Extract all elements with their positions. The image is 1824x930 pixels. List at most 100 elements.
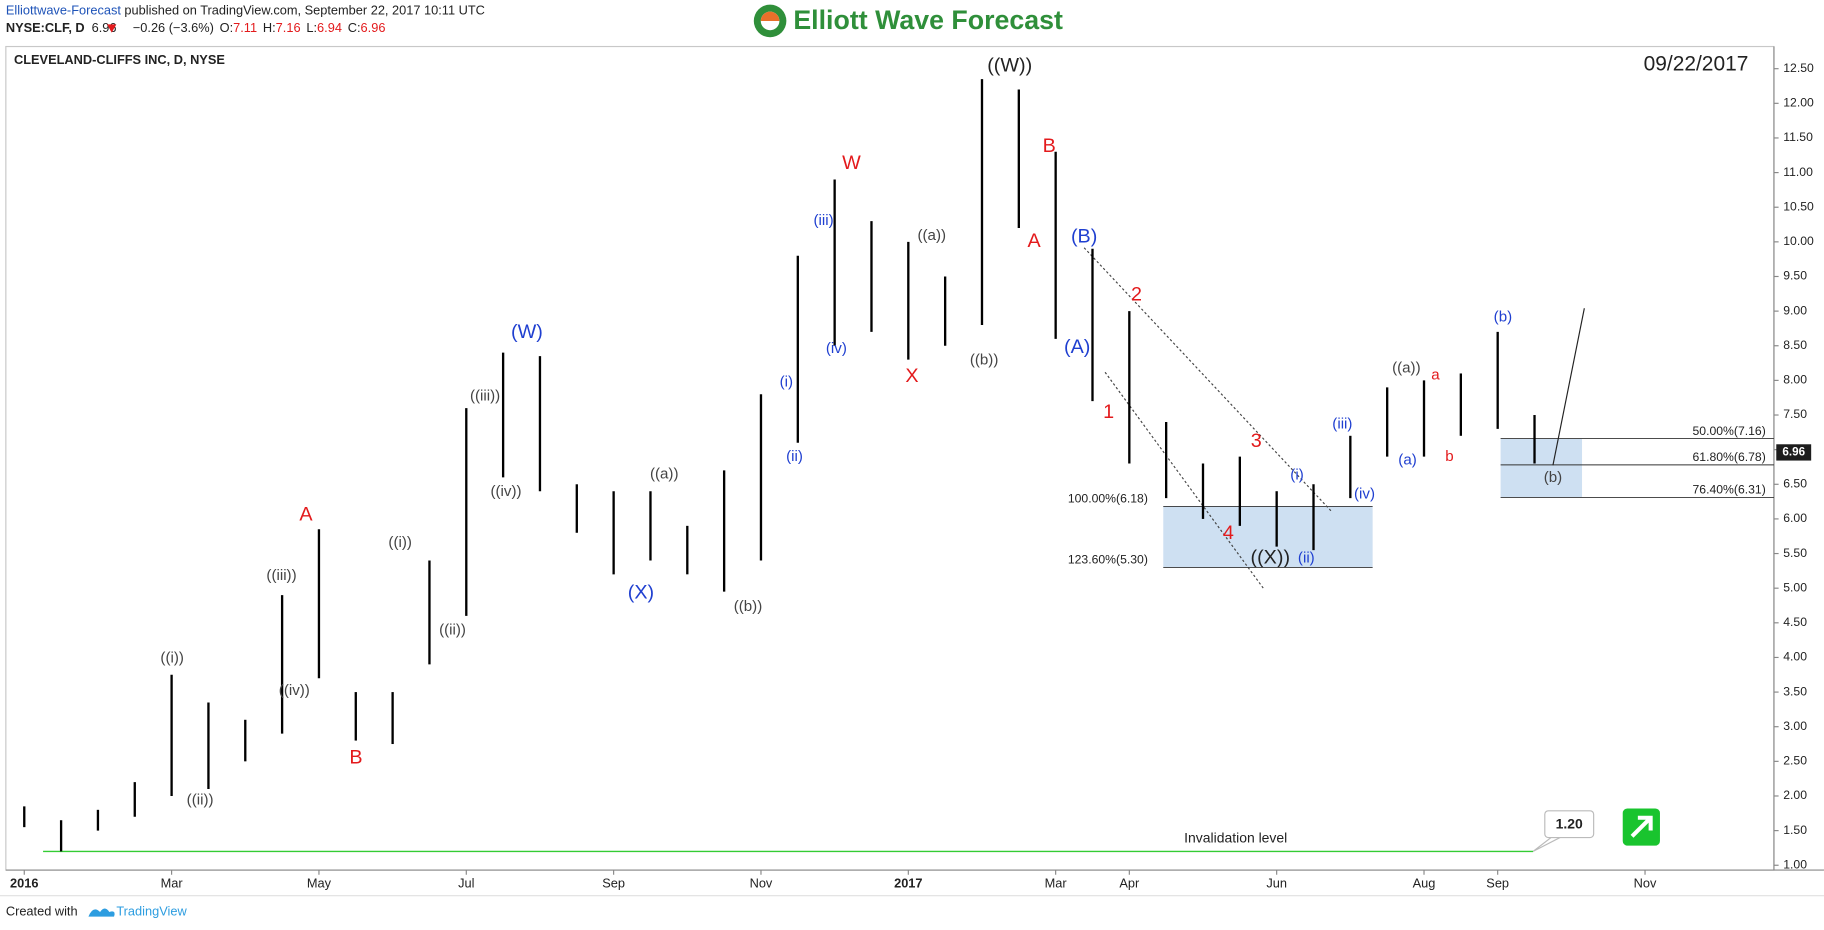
fib-label: 76.40%(6.31) <box>1693 483 1766 497</box>
fib-label: 123.60%(5.30) <box>1068 553 1148 567</box>
x-tick-label: Sep <box>1486 875 1509 890</box>
wave-label: ((W)) <box>987 55 1032 77</box>
wave-label: (iv) <box>1354 485 1375 502</box>
invalidation-label: Invalidation level <box>1184 829 1287 845</box>
y-tick-label: 7.50 <box>1783 407 1807 421</box>
y-tick-label: 12.50 <box>1783 61 1814 75</box>
header-line: Elliottwave-Forecast published on Trading… <box>6 3 485 18</box>
quote-key: H: <box>263 20 276 35</box>
y-tick-label: 12.00 <box>1783 96 1814 110</box>
y-tick-label: 4.00 <box>1783 650 1807 664</box>
tv-logo <box>88 908 115 917</box>
wave-label: (iii) <box>814 212 834 229</box>
wave-label: b <box>1445 448 1453 465</box>
chart-title: CLEVELAND-CLIFFS INC, D, NYSE <box>14 52 225 67</box>
channel-line <box>1104 371 1265 591</box>
wave-label: ((iii)) <box>266 567 296 584</box>
wave-label: A <box>299 504 313 526</box>
wave-label: ((b)) <box>970 352 999 369</box>
y-tick-label: 6.50 <box>1783 477 1807 491</box>
x-tick-label: Jun <box>1266 875 1287 890</box>
wave-label: ((ii)) <box>187 791 214 808</box>
y-tick-label: 3.50 <box>1783 684 1807 698</box>
y-tick-label: 1.00 <box>1783 857 1807 871</box>
wave-label: ((a)) <box>918 227 947 244</box>
y-tick-label: 10.00 <box>1783 234 1814 248</box>
wave-label: (B) <box>1071 226 1097 248</box>
author[interactable]: Elliottwave-Forecast <box>6 3 122 18</box>
wave-label: ((i)) <box>388 534 411 551</box>
fib-zone <box>1500 438 1583 498</box>
quote-value: 7.11 <box>233 20 257 35</box>
x-tick-label: Nov <box>750 875 773 890</box>
change: −0.26 (−3.6%) <box>133 20 214 35</box>
x-tick-label: 2017 <box>894 875 922 890</box>
footer-platform[interactable]: TradingView <box>116 903 187 918</box>
quote-value: 6.94 <box>317 20 342 35</box>
price-tag-label: 6.96 <box>1782 446 1805 459</box>
last: 6.96 <box>92 20 117 35</box>
quote-key: L: <box>306 20 317 35</box>
quote-value: 7.16 <box>276 20 301 35</box>
y-tick-label: 3.00 <box>1783 719 1807 733</box>
callout-box <box>1544 810 1595 839</box>
wave-label: (b) <box>1544 469 1562 486</box>
price-tag <box>1776 444 1812 461</box>
wave-label: (b) <box>1494 309 1512 326</box>
wave-label: (iv) <box>826 340 847 357</box>
wave-label: (W) <box>511 321 543 343</box>
wave-label: ((i)) <box>160 649 183 666</box>
wave-label: (X) <box>628 581 654 603</box>
wave-label: B <box>349 747 362 769</box>
x-tick-label: Mar <box>161 875 184 890</box>
y-tick-label: 10.50 <box>1783 199 1814 213</box>
y-tick-label: 5.00 <box>1783 580 1807 594</box>
wave-label: ((a)) <box>1392 360 1421 377</box>
x-tick-label: Mar <box>1045 875 1068 890</box>
wave-label: 2 <box>1131 284 1142 306</box>
wave-label: ((a)) <box>650 466 679 483</box>
y-tick-label: 8.50 <box>1783 338 1807 352</box>
down-arrow <box>107 24 117 33</box>
wave-label: A <box>1028 230 1042 252</box>
wave-label: ((iv)) <box>491 483 522 500</box>
y-tick-label: 11.00 <box>1783 165 1813 179</box>
wave-label: (a) <box>1398 452 1416 469</box>
y-tick-label: 9.50 <box>1783 269 1807 283</box>
wave-label: 4 <box>1223 522 1234 544</box>
wave-label: ((iv)) <box>279 682 310 699</box>
wave-label: 1 <box>1103 401 1114 423</box>
logo-arc <box>760 11 780 21</box>
wave-label: 3 <box>1251 430 1262 452</box>
quote-key: C: <box>348 20 361 35</box>
callout-label: 1.20 <box>1556 815 1583 831</box>
x-tick-label: Nov <box>1634 875 1657 890</box>
wave-label: ((ii)) <box>439 621 466 638</box>
y-tick-label: 2.50 <box>1783 754 1807 768</box>
brand: Elliott Wave Forecast <box>793 5 1063 35</box>
footer-created: Created with <box>6 903 78 918</box>
date-label: 09/22/2017 <box>1644 53 1749 76</box>
y-tick-label: 2.00 <box>1783 788 1807 802</box>
wave-label: (ii) <box>786 448 803 465</box>
y-tick-label: 1.50 <box>1783 823 1807 837</box>
x-tick-label: Jul <box>458 875 474 890</box>
fib-label: 50.00%(7.16) <box>1693 424 1766 438</box>
symbol: NYSE:CLF, D <box>6 20 85 35</box>
y-tick-label: 4.50 <box>1783 615 1807 629</box>
projection-line <box>1552 308 1585 466</box>
published: published on TradingView.com, September … <box>124 3 484 18</box>
x-tick-label: Aug <box>1413 875 1436 890</box>
wave-label: X <box>905 365 918 387</box>
x-tick-label: May <box>307 875 332 890</box>
quote-value: 6.96 <box>361 20 386 35</box>
wave-label: B <box>1043 135 1056 157</box>
fib-label: 100.00%(6.18) <box>1068 492 1148 506</box>
wave-label: a <box>1431 367 1440 384</box>
quote-line: NYSE:CLF, D 6.96 −0.26 (−3.6%) O:7.11 H:7.16… <box>6 20 386 35</box>
x-tick-label: Sep <box>602 875 625 890</box>
y-tick-label: 6.00 <box>1783 511 1807 525</box>
x-tick-label: 2016 <box>10 875 38 890</box>
wave-label: (iii) <box>1332 416 1352 433</box>
